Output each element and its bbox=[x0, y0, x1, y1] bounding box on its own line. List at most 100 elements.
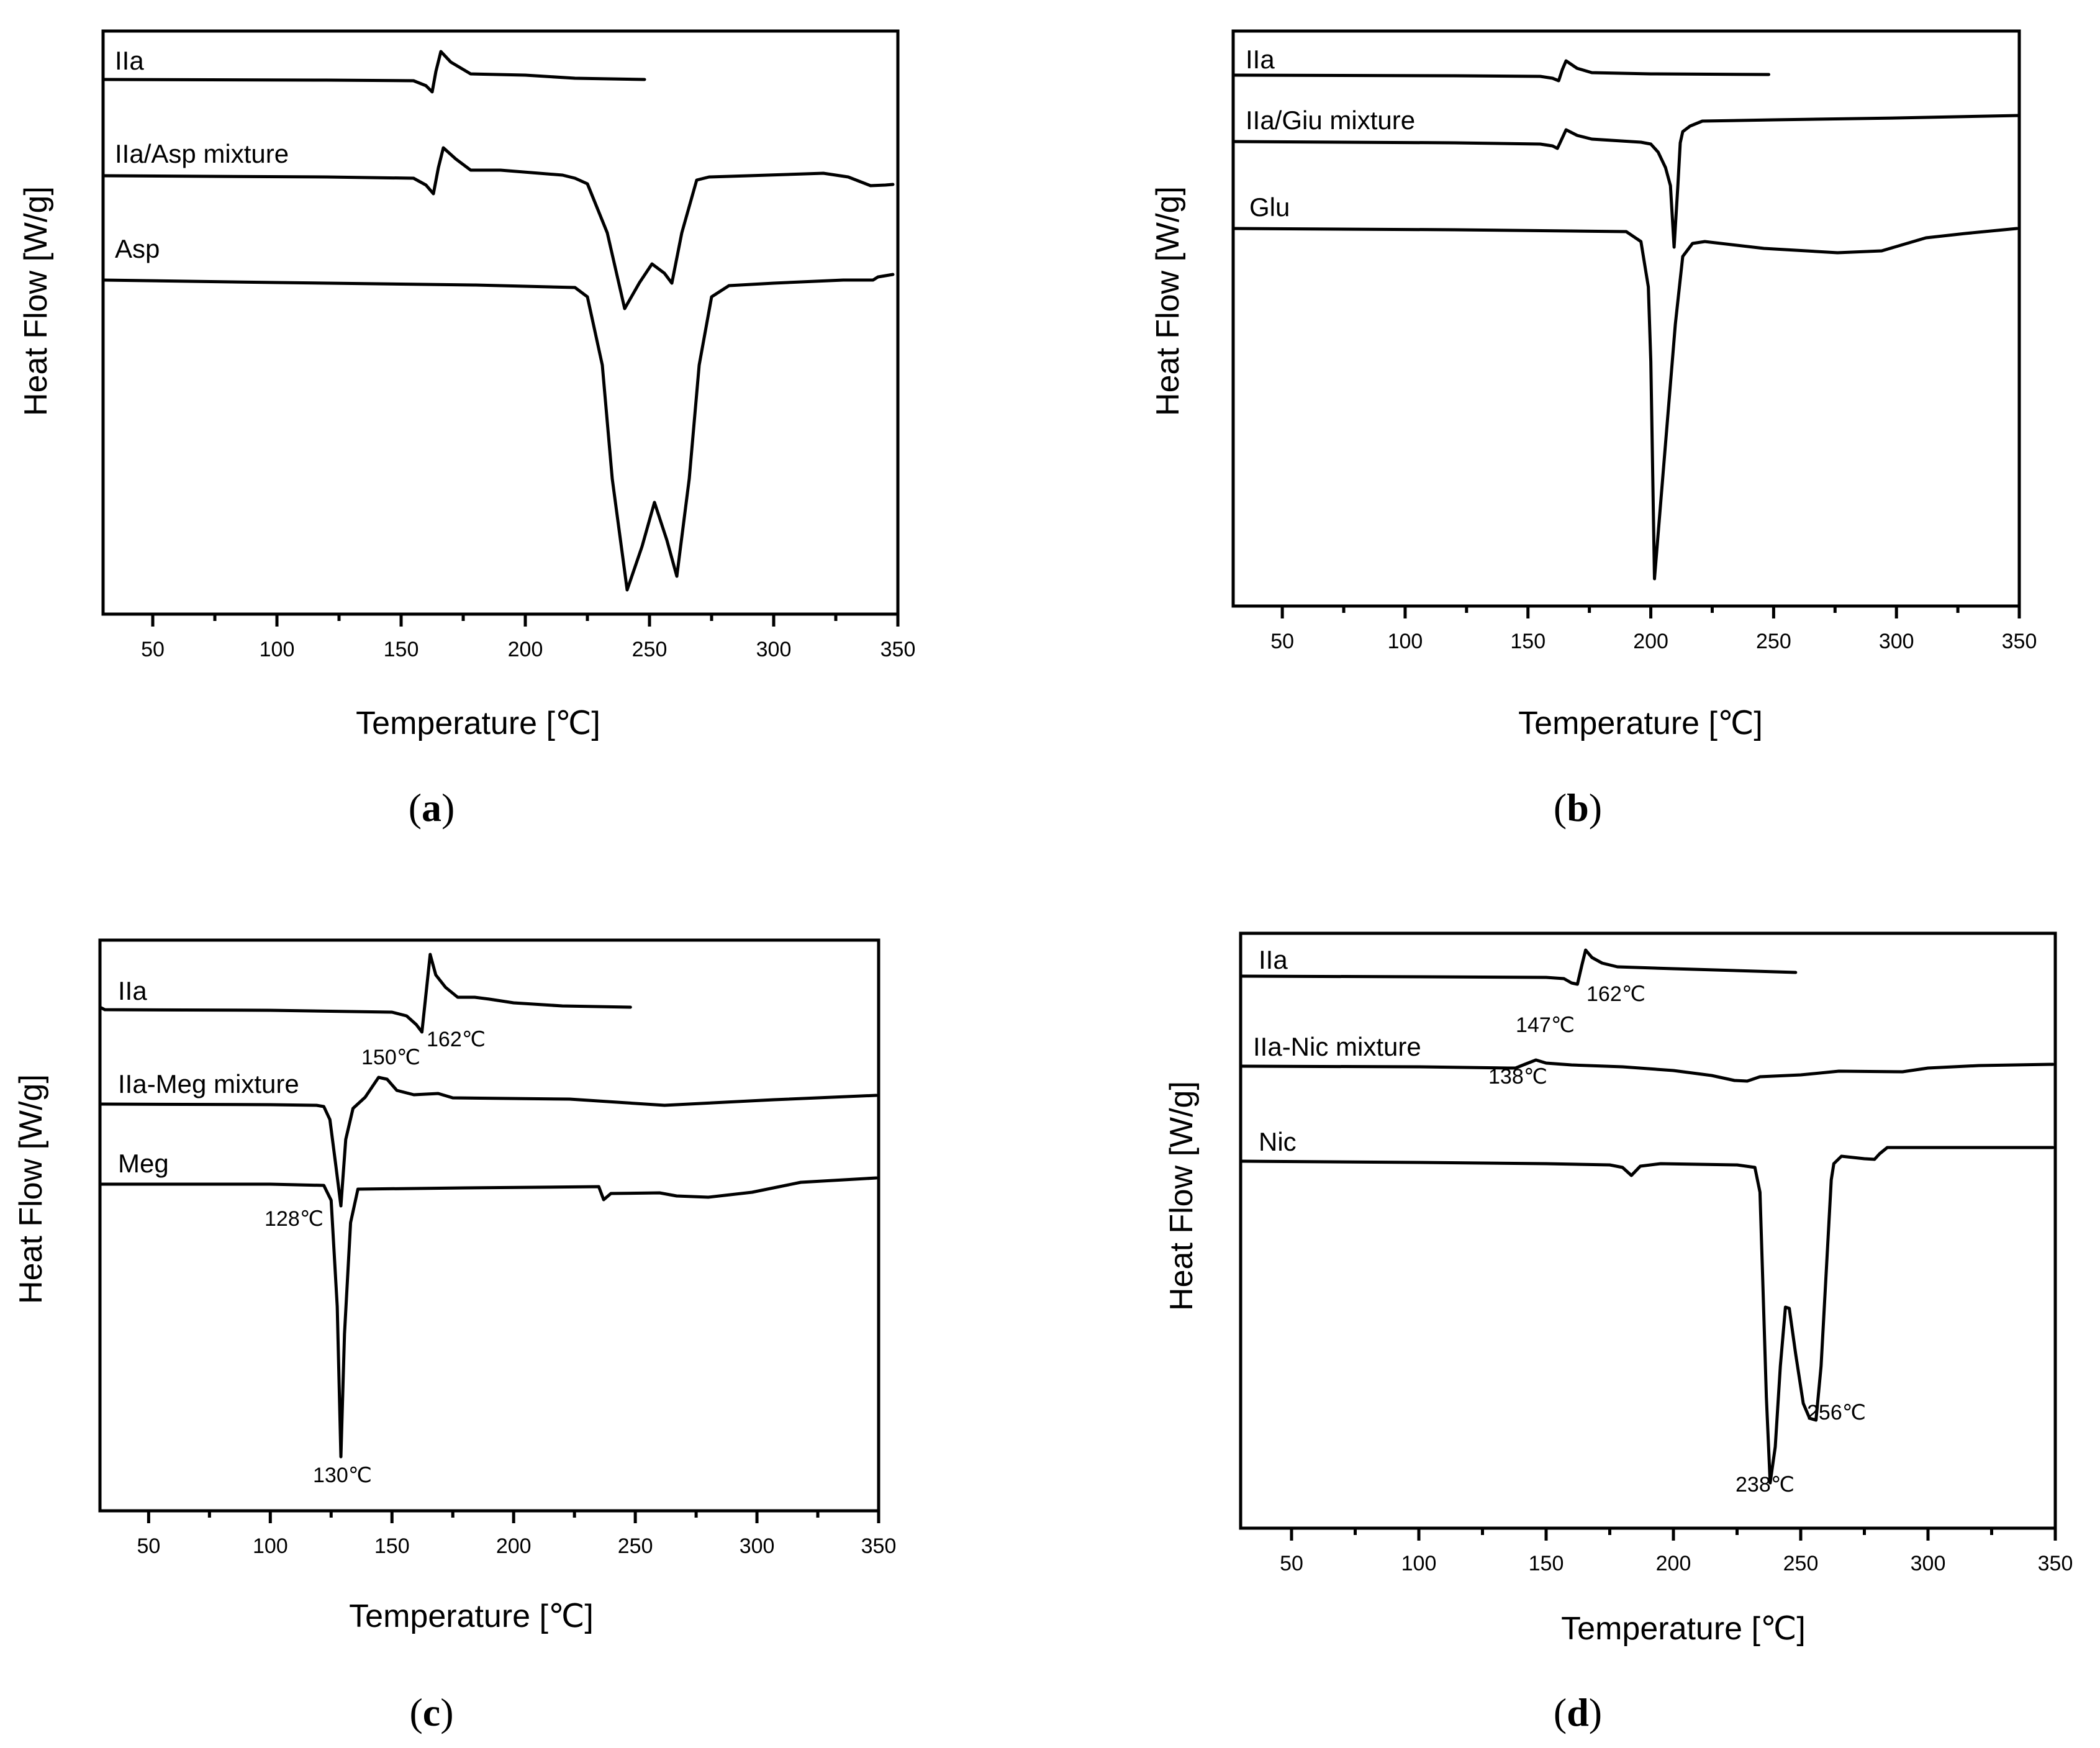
x-axis-title: Temperature [℃] bbox=[1561, 1611, 1806, 1647]
series-labels: IIa IIa-Nic mixture Nic bbox=[1253, 945, 1421, 1156]
panel-label-open-paren: ( bbox=[1554, 786, 1567, 830]
peak-temperature-label: 238℃ bbox=[1736, 1473, 1795, 1497]
dsc-curve bbox=[98, 953, 632, 1034]
peak-annotations: 162℃ 147℃ 138℃ 256℃ 238℃ bbox=[1488, 982, 1866, 1497]
x-tick-label: 50 bbox=[1270, 630, 1294, 653]
panel-label: (d) bbox=[1554, 1690, 1602, 1734]
dsc-curve bbox=[101, 50, 646, 94]
peak-temperature-label: 162℃ bbox=[427, 1028, 486, 1051]
x-axis-ticks: 50 100 150 200 250 300 350 bbox=[1280, 1528, 2073, 1575]
series-label: IIa bbox=[1246, 45, 1275, 74]
x-tick-label: 300 bbox=[1879, 630, 1914, 653]
plot-frame bbox=[1239, 931, 2057, 1530]
x-tick-label: 100 bbox=[1388, 630, 1423, 653]
panel-d: 50 100 150 200 250 300 350 IIa IIa-Nic mixture N… bbox=[1164, 931, 2073, 1734]
x-tick-label: 50 bbox=[137, 1534, 160, 1558]
x-axis-title: Temperature [℃] bbox=[356, 705, 600, 741]
dsc-curve bbox=[101, 146, 895, 310]
x-tick-label: 200 bbox=[508, 638, 543, 661]
peak-temperature-label: 130℃ bbox=[313, 1464, 372, 1487]
x-tick-label: 300 bbox=[756, 638, 792, 661]
x-axis-ticks: 50 100 150 200 250 300 350 bbox=[1270, 606, 2037, 653]
curves bbox=[1239, 948, 2055, 1485]
x-axis-ticks: 50 100 150 200 250 300 350 bbox=[141, 614, 915, 661]
series-label: IIa-Nic mixture bbox=[1253, 1032, 1421, 1061]
panel-label: (b) bbox=[1554, 786, 1602, 830]
curves bbox=[1231, 59, 2021, 581]
panel-label-open-paren: ( bbox=[409, 1690, 422, 1734]
panel-label-open-paren: ( bbox=[409, 786, 422, 830]
series-labels: IIa IIa/Giu mixture Glu bbox=[1246, 45, 1415, 222]
x-tick-label: 100 bbox=[260, 638, 295, 661]
series-label: IIa bbox=[115, 46, 144, 75]
series-label: IIa/Asp mixture bbox=[115, 139, 289, 168]
x-axis-title: Temperature [℃] bbox=[349, 1598, 594, 1634]
peak-annotations: 162℃ 150℃ 128℃ 130℃ bbox=[265, 1028, 486, 1487]
dsc-curve bbox=[1239, 948, 1798, 986]
x-tick-label: 150 bbox=[1510, 630, 1546, 653]
dsc-curve bbox=[1239, 1146, 2055, 1485]
series-label: IIa bbox=[118, 976, 147, 1005]
x-tick-label: 200 bbox=[1656, 1552, 1691, 1575]
panel-label-close-paren: ) bbox=[441, 786, 455, 830]
x-axis-title: Temperature [℃] bbox=[1518, 705, 1763, 741]
panel-c: 50 100 150 200 250 300 350 IIa IIa-Meg mixture M… bbox=[13, 938, 896, 1734]
peak-temperature-label: 128℃ bbox=[265, 1207, 324, 1231]
x-tick-label: 100 bbox=[1401, 1552, 1437, 1575]
x-tick-label: 300 bbox=[1911, 1552, 1946, 1575]
panel-label-close-paren: ) bbox=[440, 1690, 453, 1734]
x-tick-label: 200 bbox=[1633, 630, 1668, 653]
panel-label: (c) bbox=[409, 1690, 453, 1734]
y-axis-title: Heat Flow [W/g] bbox=[1164, 1081, 1200, 1311]
x-tick-label: 50 bbox=[1280, 1552, 1303, 1575]
panel-b: 50 100 150 200 250 300 350 IIa IIa/Giu mixture G… bbox=[1150, 29, 2037, 830]
dsc-curve bbox=[98, 1076, 878, 1208]
x-tick-label: 250 bbox=[1783, 1552, 1819, 1575]
series-label: IIa/Giu mixture bbox=[1246, 106, 1415, 135]
panel-label-close-paren: ) bbox=[1589, 786, 1602, 830]
peak-temperature-label: 147℃ bbox=[1516, 1013, 1575, 1037]
x-tick-label: 250 bbox=[632, 638, 668, 661]
plot-frame bbox=[1231, 29, 2021, 608]
dsc-curve bbox=[98, 1176, 878, 1459]
series-labels: IIa IIa-Meg mixture Meg bbox=[118, 976, 299, 1178]
x-tick-label: 150 bbox=[384, 638, 419, 661]
x-tick-label: 50 bbox=[141, 638, 165, 661]
dsc-curve bbox=[1231, 227, 2019, 581]
x-tick-label: 150 bbox=[1529, 1552, 1564, 1575]
dsc-curve bbox=[101, 273, 895, 592]
x-tick-label: 250 bbox=[618, 1534, 653, 1558]
series-labels: IIa IIa/Asp mixture Asp bbox=[115, 46, 289, 263]
y-axis-title: Heat Flow [W/g] bbox=[1150, 186, 1186, 416]
series-label: Asp bbox=[115, 234, 160, 263]
x-tick-label: 350 bbox=[861, 1534, 897, 1558]
dsc-curve bbox=[1231, 114, 2021, 249]
x-tick-label: 300 bbox=[740, 1534, 775, 1558]
peak-temperature-label: 162℃ bbox=[1586, 982, 1645, 1006]
x-tick-label: 350 bbox=[880, 638, 916, 661]
plot-frame bbox=[98, 938, 880, 1513]
x-tick-label: 150 bbox=[374, 1534, 410, 1558]
peak-temperature-label: 150℃ bbox=[361, 1046, 420, 1069]
x-tick-label: 100 bbox=[253, 1534, 288, 1558]
y-axis-title: Heat Flow [W/g] bbox=[13, 1074, 49, 1304]
peak-temperature-label: 256℃ bbox=[1807, 1401, 1866, 1424]
panel-label-open-paren: ( bbox=[1554, 1690, 1567, 1734]
panel-label-letter: b bbox=[1567, 786, 1589, 830]
series-label: Meg bbox=[118, 1149, 169, 1178]
panel-a: 50 100 150 200 250 300 350 IIa IIa/Asp mixture A… bbox=[18, 29, 915, 830]
panel-label: (a) bbox=[409, 786, 455, 830]
x-axis-ticks: 50 100 150 200 250 300 350 bbox=[137, 1511, 896, 1558]
dsc-curve bbox=[1231, 59, 1770, 83]
curves bbox=[101, 50, 895, 592]
panel-label-close-paren: ) bbox=[1589, 1690, 1602, 1734]
curves bbox=[98, 953, 878, 1459]
x-tick-label: 350 bbox=[2002, 630, 2037, 653]
x-tick-label: 200 bbox=[496, 1534, 532, 1558]
x-tick-label: 250 bbox=[1756, 630, 1791, 653]
dsc-curve bbox=[1239, 1058, 2055, 1083]
x-tick-label: 350 bbox=[2038, 1552, 2073, 1575]
series-label: IIa-Meg mixture bbox=[118, 1069, 299, 1098]
